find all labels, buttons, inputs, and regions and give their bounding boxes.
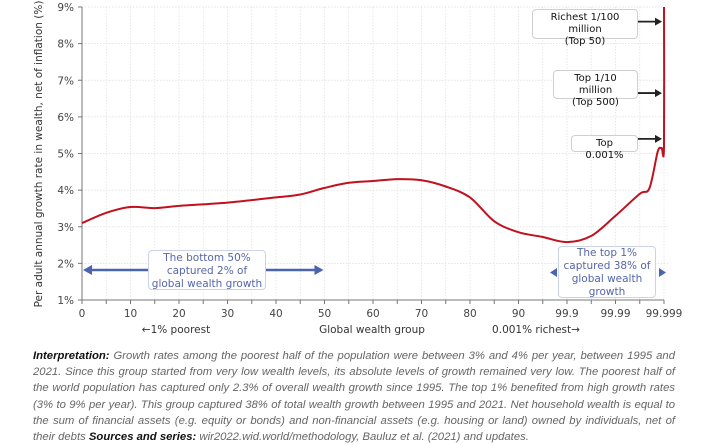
annotation-line: captured 38% of	[563, 260, 651, 272]
chart-notes: Interpretation: Growth rates among the p…	[33, 348, 675, 445]
y-tick-label: 6%	[57, 112, 74, 124]
y-tick-label: 1%	[57, 295, 74, 307]
y-tick-label: 8%	[57, 39, 74, 51]
x-tick-label: 99.99	[600, 308, 630, 320]
arrow-head-left	[83, 264, 92, 275]
annotation-arrows	[83, 17, 666, 278]
x-axis-ticks: 0 10 20 30 40 50 60 70 80 90 99.9 99.99 99.999	[79, 300, 683, 320]
x-tick-label: 70	[415, 308, 428, 320]
series-line-growth-rate	[81, 6, 666, 244]
x-tick-label: 20	[172, 308, 185, 320]
annotation-top-1: The top 1% captured 38% of global wealth…	[558, 246, 656, 298]
y-tick-label: 5%	[57, 149, 74, 161]
sources-text: wir2022.wid.world/methodology, Bauluz et…	[196, 431, 529, 444]
x-tick-label: 90	[512, 308, 525, 320]
x-tick-label: 99.999	[646, 308, 683, 320]
callout-top-500: Top 1/10 million (Top 500)	[553, 70, 638, 108]
sources-label: Sources and series:	[88, 431, 197, 444]
y-tick-label: 4%	[57, 185, 74, 197]
callout-line: (Top 50)	[564, 36, 606, 47]
annotation-line: global wealth growth	[151, 278, 263, 290]
callout-line: Top 1/10 million	[574, 73, 617, 96]
callout-richest-top-50: Richest 1/100 million (Top 50)	[532, 9, 638, 47]
callout-top-0001: Top 0.001%	[571, 135, 638, 161]
x-tick-label: 10	[124, 308, 137, 320]
callout-arrow-head	[655, 89, 662, 98]
arrow-head-right	[314, 264, 324, 275]
x-tick-label: 80	[463, 308, 476, 320]
annotation-line: global wealth	[571, 273, 643, 285]
annotation-line: The bottom 50%	[163, 252, 251, 264]
x-tick-label: 50	[318, 308, 331, 320]
y-tick-label: 9%	[57, 2, 74, 14]
y-tick-label: 2%	[57, 258, 74, 270]
callout-arrow-head	[655, 17, 662, 26]
annotation-line: captured 2% of	[166, 265, 248, 277]
x-axis-title: Global wealth group	[319, 324, 425, 336]
callout-line: Top 0.001%	[585, 138, 624, 161]
x-tick-label: 99.9	[555, 308, 578, 320]
arrow-head-right	[659, 268, 666, 278]
annotation-line: growth	[588, 286, 626, 298]
y-tick-label: 3%	[57, 222, 74, 234]
y-axis-title: Per adult annual growth rate in wealth, …	[33, 1, 45, 308]
callout-arrow-head	[655, 134, 662, 143]
x-tick-label: 0	[79, 308, 86, 320]
annotation-line: The top 1%	[576, 247, 638, 259]
x-tick-label: 30	[221, 308, 234, 320]
callout-line: (Top 500)	[572, 97, 619, 108]
x-tick-label: 40	[269, 308, 282, 320]
x-sub-label-right: 0.001% richest→	[492, 324, 580, 336]
y-tick-label: 7%	[57, 75, 74, 87]
interpretation-label: Interpretation:	[33, 350, 110, 362]
annotation-bottom-50: The bottom 50% captured 2% of global wea…	[148, 250, 266, 290]
y-axis-ticks: 1% 2% 3% 4% 5% 6% 7% 8% 9%	[57, 2, 82, 307]
x-tick-label: 60	[366, 308, 379, 320]
arrow-head-left	[550, 268, 557, 278]
callout-line: Richest 1/100 million	[550, 12, 620, 35]
interpretation-text: Growth rates among the poorest half of t…	[33, 350, 675, 444]
x-sub-label-left: ←1% poorest	[142, 324, 210, 336]
